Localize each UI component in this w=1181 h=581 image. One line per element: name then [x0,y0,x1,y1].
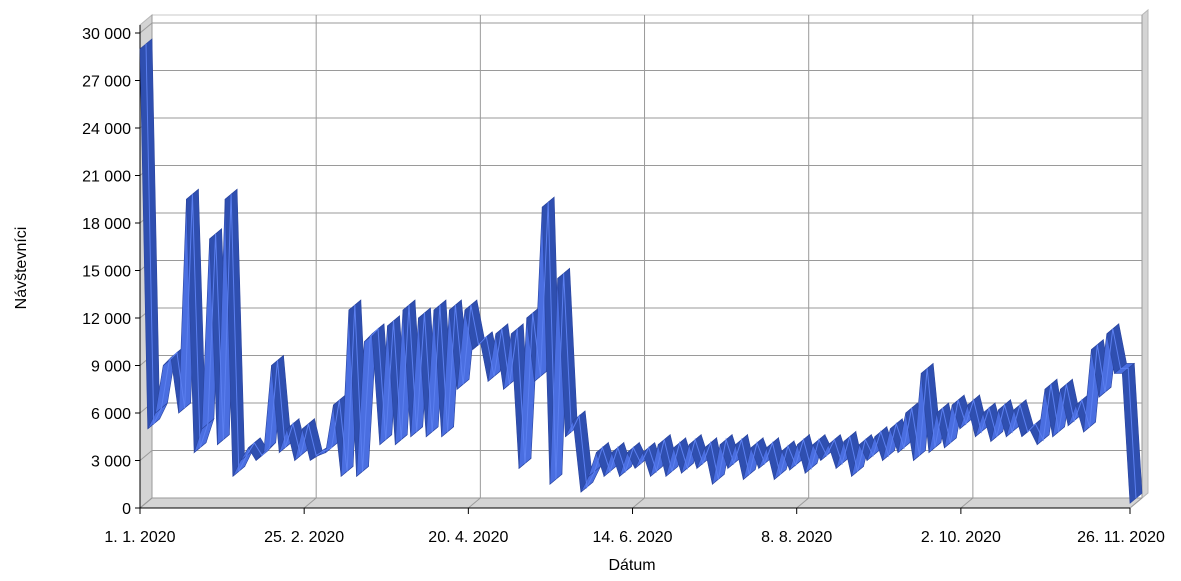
x-gridline-depth [303,497,317,509]
y-tick-label: 12 000 [82,311,131,328]
right-edge [1141,8,1149,500]
x-gridline-depth [468,497,481,509]
x-gridline-depth [960,497,974,509]
x-gridline-depth [796,497,810,509]
x-axis-label: Dátum [608,557,655,574]
y-tick-label: 18 000 [82,216,131,233]
series-line [145,43,1137,499]
x-tick-label: 26. 11. 2020 [1077,529,1165,546]
y-tick-label: 15 000 [82,264,131,281]
y-tick-label: 9 000 [91,359,131,376]
x-gridline-depth [632,497,645,509]
x-tick-label: 1. 1. 2020 [104,529,175,546]
x-tick-label: 14. 6. 2020 [592,529,672,546]
x-tick-label: 8. 8. 2020 [761,529,832,546]
x-gridline-depth [139,497,153,509]
x-tick-label: 20. 4. 2020 [428,529,508,546]
y-tick-label: 27 000 [82,74,131,91]
y-tick-label: 24 000 [82,121,131,138]
y-tick-label: 21 000 [82,169,131,186]
y-tick-label: 6 000 [91,406,131,423]
y-tick-label: 0 [122,501,131,518]
x-tick-label: 2. 10. 2020 [921,529,1001,546]
y-axis-ticks: 0 3 000 6 000 9 000 12 000 15 000 18 000 21 000… [82,25,141,518]
grid-lines [139,15,1143,509]
y-gridline-depth [139,22,153,34]
floor [138,497,1144,509]
y-tick-label: 30 000 [82,26,131,43]
y-gridline-depth [139,450,153,461]
x-axis-ticks: 1. 1. 2020 25. 2. 2020 20. 4. 2020 14. 6. 2… [104,507,1165,546]
y-tick-label: 3 000 [91,454,131,471]
series-ribbon [139,38,1143,504]
x-gridline-depth [1129,497,1143,509]
x-tick-label: 25. 2. 2020 [264,529,344,546]
y-axis-label: Návštevníci [13,227,30,310]
